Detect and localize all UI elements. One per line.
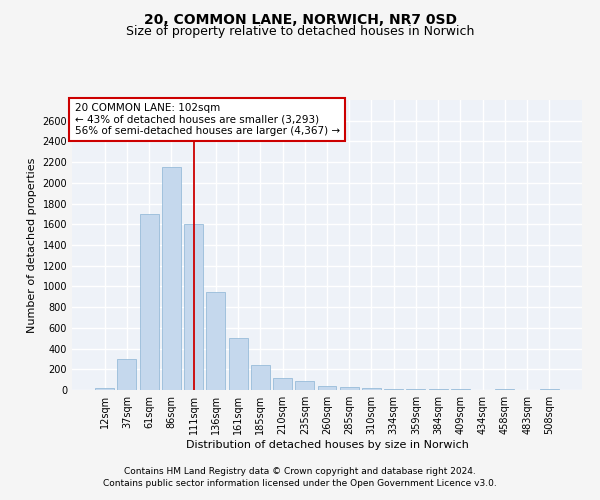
Bar bbox=[251, 365, 270, 390]
Bar bbox=[384, 389, 403, 390]
Bar bbox=[229, 338, 248, 390]
Bar bbox=[317, 386, 337, 390]
Text: Contains HM Land Registry data © Crown copyright and database right 2024.: Contains HM Land Registry data © Crown c… bbox=[124, 467, 476, 476]
Text: 20, COMMON LANE, NORWICH, NR7 0SD: 20, COMMON LANE, NORWICH, NR7 0SD bbox=[143, 12, 457, 26]
Bar bbox=[206, 292, 225, 390]
Bar bbox=[273, 378, 292, 390]
Bar bbox=[295, 380, 314, 390]
Bar bbox=[362, 388, 381, 390]
Bar bbox=[162, 168, 181, 390]
Text: Size of property relative to detached houses in Norwich: Size of property relative to detached ho… bbox=[126, 25, 474, 38]
Text: 20 COMMON LANE: 102sqm
← 43% of detached houses are smaller (3,293)
56% of semi-: 20 COMMON LANE: 102sqm ← 43% of detached… bbox=[74, 103, 340, 136]
Bar bbox=[340, 388, 359, 390]
Bar bbox=[140, 214, 158, 390]
X-axis label: Distribution of detached houses by size in Norwich: Distribution of detached houses by size … bbox=[185, 440, 469, 450]
Bar bbox=[406, 389, 425, 390]
Bar bbox=[95, 388, 114, 390]
Bar bbox=[184, 224, 203, 390]
Bar bbox=[118, 359, 136, 390]
Text: Contains public sector information licensed under the Open Government Licence v3: Contains public sector information licen… bbox=[103, 478, 497, 488]
Y-axis label: Number of detached properties: Number of detached properties bbox=[27, 158, 37, 332]
